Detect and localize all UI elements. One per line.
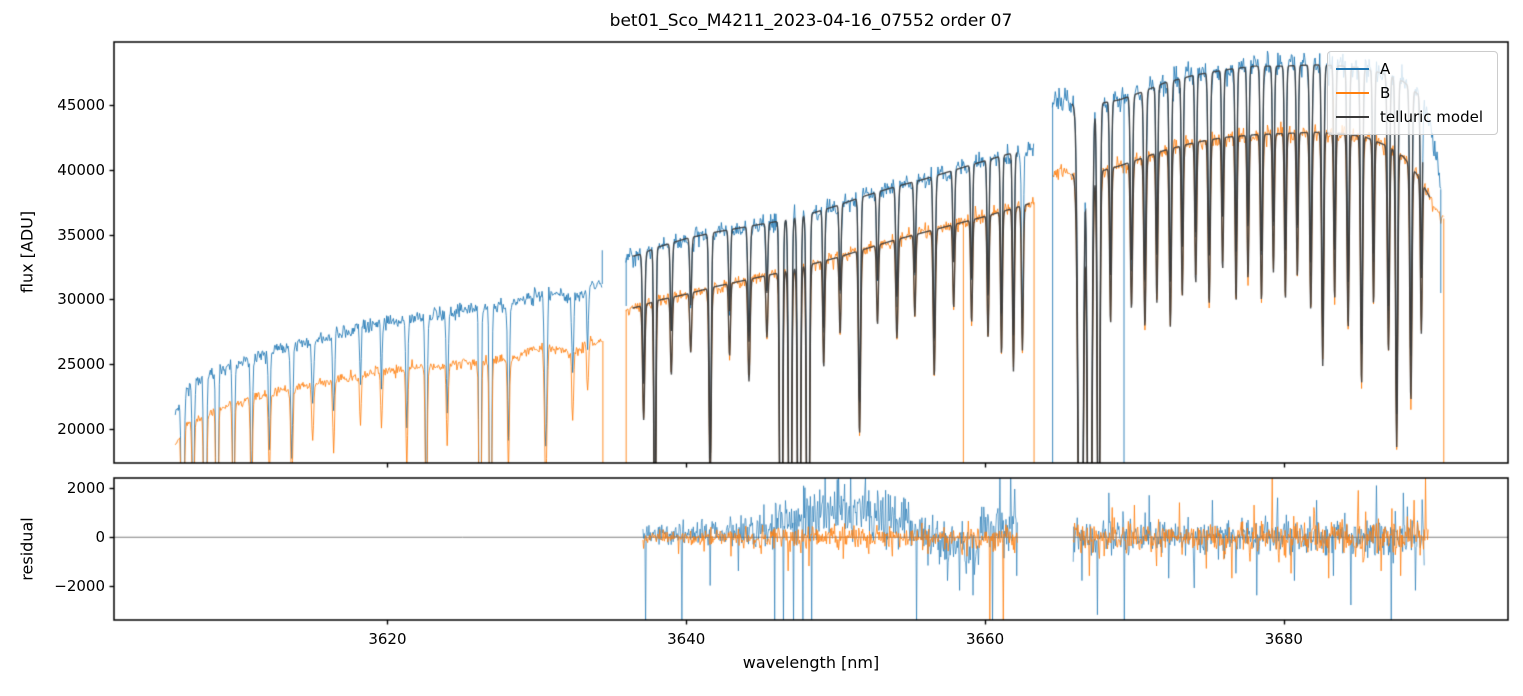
legend-label-a: A [1380, 59, 1391, 78]
wavelength-axis-label: wavelength [nm] [742, 653, 880, 672]
y-tick-label: 0 [95, 527, 105, 546]
y-tick-label: 35000 [57, 225, 105, 244]
y-tick-label: 40000 [57, 160, 105, 179]
y-tick-label: −2000 [54, 576, 105, 595]
y-tick-label: 2000 [66, 478, 105, 497]
y-tick-label: 45000 [57, 95, 105, 114]
legend: A B telluric model [1327, 51, 1498, 135]
x-tick-label: 3680 [1264, 630, 1303, 648]
telluric-model-line-sample [1336, 116, 1369, 118]
flux-axis-label: flux [ADU] [17, 210, 37, 294]
x-tick-label: 3640 [667, 630, 706, 648]
plot-title: bet01_Sco_M4211_2023-04-16_07552 order 0… [609, 11, 1013, 31]
x-tick-label: 3620 [368, 630, 407, 648]
legend-label-b: B [1380, 83, 1391, 102]
y-tick-label: 20000 [57, 420, 105, 439]
series-b-line-sample [1336, 92, 1369, 94]
legend-label-telluric-model: telluric model [1380, 107, 1484, 126]
legend-entry-b: B [1336, 81, 1489, 105]
y-tick-label: 30000 [57, 290, 105, 309]
x-tick-label: 3660 [965, 630, 1005, 648]
legend-entry-telluric-model: telluric model [1336, 105, 1489, 129]
y-tick-label: 25000 [57, 355, 105, 374]
legend-entry-a: A [1336, 57, 1489, 81]
series-a-line-sample [1336, 68, 1369, 70]
